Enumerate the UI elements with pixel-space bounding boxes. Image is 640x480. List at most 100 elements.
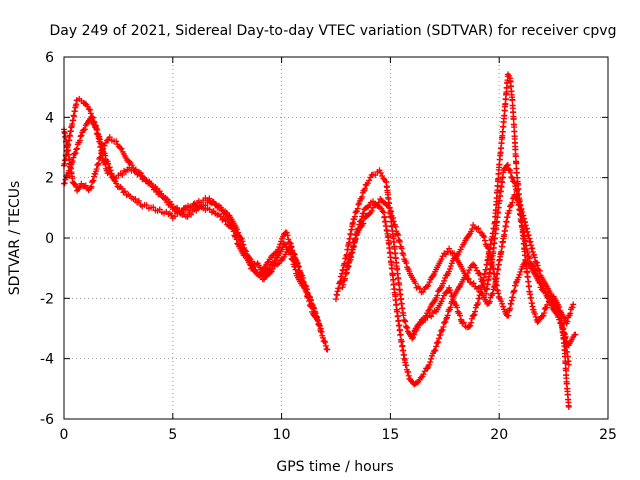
data-point bbox=[540, 312, 547, 319]
data-point bbox=[346, 235, 353, 242]
data-point bbox=[315, 320, 322, 327]
data-point bbox=[481, 234, 488, 241]
data-point bbox=[534, 262, 541, 269]
data-point bbox=[532, 313, 539, 320]
data-point bbox=[399, 342, 406, 349]
data-point bbox=[468, 315, 475, 322]
data-point bbox=[533, 270, 540, 277]
data-point bbox=[447, 263, 454, 270]
data-point bbox=[324, 346, 331, 353]
data-point bbox=[454, 304, 461, 311]
data-point bbox=[76, 137, 83, 144]
data-point bbox=[235, 229, 242, 236]
data-point bbox=[396, 326, 403, 333]
data-point bbox=[61, 180, 68, 187]
data-point bbox=[420, 371, 427, 378]
data-point bbox=[135, 197, 142, 204]
data-point bbox=[289, 250, 296, 257]
data-point bbox=[509, 97, 516, 104]
data-point bbox=[118, 145, 125, 152]
data-point bbox=[540, 285, 547, 292]
data-point bbox=[393, 301, 400, 308]
data-point bbox=[105, 160, 112, 167]
data-point bbox=[269, 265, 276, 272]
data-point bbox=[434, 292, 441, 299]
data-point bbox=[322, 339, 329, 346]
data-point bbox=[288, 244, 295, 251]
data-point bbox=[85, 106, 92, 113]
data-point bbox=[92, 171, 99, 178]
data-point bbox=[485, 248, 492, 255]
data-point bbox=[359, 193, 366, 200]
data-point bbox=[128, 162, 135, 169]
data-point bbox=[284, 232, 291, 239]
data-point bbox=[531, 310, 538, 317]
data-point bbox=[513, 187, 520, 194]
data-point bbox=[303, 283, 310, 290]
data-point bbox=[526, 283, 533, 290]
data-point bbox=[496, 161, 503, 168]
data-point bbox=[318, 328, 325, 335]
data-point bbox=[107, 171, 114, 178]
data-point bbox=[252, 267, 259, 274]
data-point bbox=[299, 275, 306, 282]
data-point bbox=[264, 259, 271, 266]
data-point bbox=[468, 319, 475, 326]
data-point bbox=[444, 312, 451, 319]
data-point bbox=[509, 199, 516, 206]
data-point bbox=[496, 197, 503, 204]
data-point bbox=[379, 208, 386, 215]
data-point bbox=[217, 204, 224, 211]
data-point bbox=[420, 288, 427, 295]
data-points bbox=[61, 71, 579, 410]
data-point bbox=[441, 277, 448, 284]
data-point bbox=[565, 403, 572, 410]
data-point bbox=[499, 300, 506, 307]
data-point bbox=[455, 284, 462, 291]
data-point bbox=[242, 248, 249, 255]
data-point bbox=[71, 180, 78, 187]
data-point bbox=[251, 266, 258, 273]
data-point bbox=[242, 247, 249, 254]
y-tick-label: -6 bbox=[40, 412, 54, 428]
data-point bbox=[388, 208, 395, 215]
data-point bbox=[64, 142, 71, 149]
data-point bbox=[101, 142, 108, 149]
data-point bbox=[569, 304, 576, 311]
data-point bbox=[78, 132, 85, 139]
data-point bbox=[113, 180, 120, 187]
data-point bbox=[368, 207, 375, 214]
data-point bbox=[394, 308, 401, 315]
data-point bbox=[556, 303, 563, 310]
data-point bbox=[202, 202, 209, 209]
data-point bbox=[504, 161, 511, 168]
data-point bbox=[322, 342, 329, 349]
data-point bbox=[285, 236, 292, 243]
data-point bbox=[94, 161, 101, 168]
data-point bbox=[515, 274, 522, 281]
y-tick-label: 4 bbox=[45, 110, 54, 126]
data-point bbox=[495, 209, 502, 216]
data-point bbox=[364, 180, 371, 187]
data-point bbox=[73, 146, 80, 153]
data-point bbox=[317, 325, 324, 332]
data-point bbox=[275, 260, 282, 267]
series-track-6 bbox=[343, 191, 572, 410]
data-point bbox=[185, 207, 192, 214]
data-point bbox=[564, 318, 571, 325]
data-point bbox=[277, 241, 284, 248]
data-point bbox=[168, 201, 175, 208]
data-point bbox=[71, 113, 78, 120]
data-point bbox=[439, 326, 446, 333]
data-point bbox=[249, 261, 256, 268]
data-point bbox=[362, 185, 369, 192]
data-point bbox=[489, 290, 496, 297]
data-point bbox=[412, 280, 419, 287]
data-point bbox=[97, 154, 104, 161]
data-point bbox=[74, 145, 81, 152]
data-point bbox=[396, 286, 403, 293]
data-point bbox=[121, 188, 128, 195]
data-point bbox=[383, 201, 390, 208]
data-point bbox=[510, 178, 517, 185]
data-point bbox=[446, 245, 453, 252]
